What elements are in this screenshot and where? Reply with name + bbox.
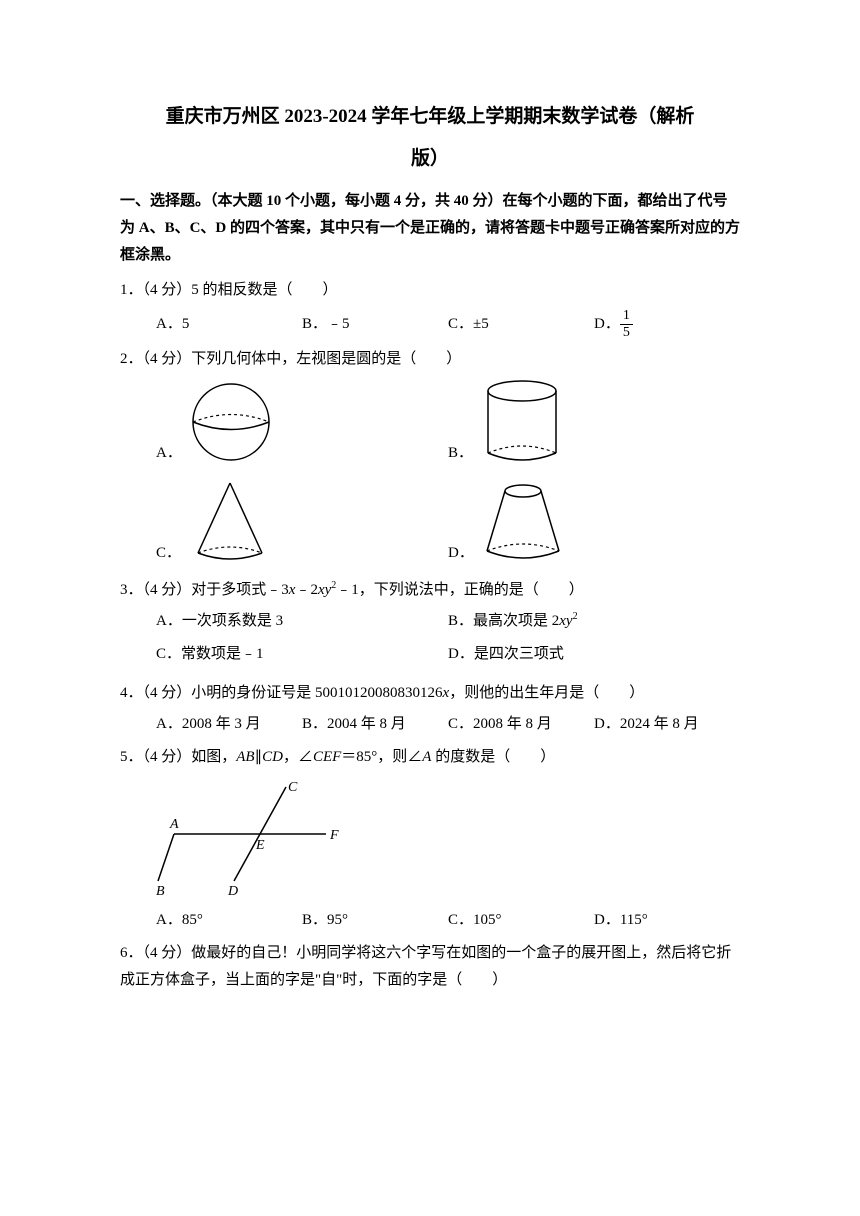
q2-text: 2．（4 分）下列几何体中，左视图是圆的是（ ） xyxy=(120,346,740,373)
q3-mid2: ﹣1，下列说法中，正确的是（ ） xyxy=(336,582,584,598)
q2-b-label: B． xyxy=(448,440,473,467)
q6-text: 6．（4 分）做最好的自己！小明同学将这六个字写在如图的一个盒子的展开图上，然后… xyxy=(120,940,740,994)
label-a: A xyxy=(169,817,179,832)
seg-ab: AB xyxy=(236,749,254,765)
question-2: 2．（4 分）下列几何体中，左视图是圆的是（ ） A． B． C． xyxy=(120,346,740,567)
q3-option-a: A．一次项系数是 3 xyxy=(156,608,448,635)
q2-options-row1: A． B． xyxy=(120,377,740,467)
label-e: E xyxy=(255,838,265,853)
question-6: 6．（4 分）做最好的自己！小明同学将这六个字写在如图的一个盒子的展开图上，然后… xyxy=(120,940,740,994)
q2-option-b: B． xyxy=(448,377,740,467)
exam-title-line1: 重庆市万州区 2023-2024 学年七年级上学期期末数学试卷（解析 xyxy=(120,100,740,134)
q1-option-a: A．5 xyxy=(156,308,302,340)
q3-text: 3．（4 分）对于多项式﹣3x﹣2xy2﹣1，下列说法中，正确的是（ ） xyxy=(120,577,740,604)
q2-options-row2: C． D． xyxy=(120,477,740,567)
q4-option-d: D．2024 年 8 月 xyxy=(594,711,740,738)
q5-val: ＝85°，则∠ xyxy=(341,749,422,765)
q4-text: 4．（4 分）小明的身份证号是 50010120080830126x，则他的出生… xyxy=(120,680,740,707)
q5-option-b: B．95° xyxy=(302,907,448,934)
label-d: D xyxy=(227,884,238,899)
q2-a-label: A． xyxy=(156,440,182,467)
fraction-icon: 1 5 xyxy=(620,308,633,340)
question-5: 5．（4 分）如图，AB∥CD，∠CEF＝85°，则∠A 的度数是（ ） A B… xyxy=(120,744,740,934)
q5-text: 5．（4 分）如图，AB∥CD，∠CEF＝85°，则∠A 的度数是（ ） xyxy=(120,744,740,771)
q3-option-d: D．是四次三项式 xyxy=(448,641,740,668)
q3-mid1: ﹣2 xyxy=(295,582,318,598)
seg-cd: CD xyxy=(262,749,283,765)
q1-text: 1．（4 分）5 的相反数是（ ） xyxy=(120,277,740,304)
q5-diagram: A B C D E F xyxy=(120,779,740,899)
q5-option-a: A．85° xyxy=(156,907,302,934)
var-xy: xy xyxy=(318,582,331,598)
q5-option-d: D．115° xyxy=(594,907,740,934)
frustum-icon xyxy=(478,477,568,567)
q5-option-c: C．105° xyxy=(448,907,594,934)
q2-d-label: D． xyxy=(448,540,474,567)
q2-option-c: C． xyxy=(156,477,448,567)
q3-prefix: 3．（4 分）对于多项式﹣3 xyxy=(120,582,289,598)
label-f: F xyxy=(329,828,339,843)
q3-b-prefix: B．最高次项是 2 xyxy=(448,613,559,629)
q4-option-a: A．2008 年 3 月 xyxy=(156,711,302,738)
question-4: 4．（4 分）小明的身份证号是 50010120080830126x，则他的出生… xyxy=(120,680,740,738)
angle-cef: CEF xyxy=(313,749,341,765)
question-1: 1．（4 分）5 的相反数是（ ） A．5 B．﹣5 C．±5 D． 1 5 xyxy=(120,277,740,340)
q4-options: A．2008 年 3 月 B．2004 年 8 月 C．2008 年 8 月 D… xyxy=(120,711,740,738)
fraction-denominator: 5 xyxy=(620,325,633,340)
section-description: 一、选择题。（本大题 10 个小题，每小题 4 分，共 40 分）在每个小题的下… xyxy=(120,188,740,269)
q1-options: A．5 B．﹣5 C．±5 D． 1 5 xyxy=(120,308,740,340)
q3-options: A．一次项系数是 3 B．最高次项是 2xy2 C．常数项是﹣1 D．是四次三项… xyxy=(120,608,740,674)
q5-mid: ，∠ xyxy=(283,749,313,765)
parallel-symbol: ∥ xyxy=(255,749,263,765)
q4-suffix: ，则他的出生年月是（ ） xyxy=(449,685,644,701)
label-c: C xyxy=(288,780,298,795)
exam-title-line2: 版） xyxy=(120,142,740,176)
q4-option-c: C．2008 年 8 月 xyxy=(448,711,594,738)
q2-c-label: C． xyxy=(156,540,181,567)
var-xy2: xy xyxy=(559,613,572,629)
q5-suffix: 的度数是（ ） xyxy=(431,749,555,765)
cone-icon xyxy=(185,477,275,567)
q1-option-b: B．﹣5 xyxy=(302,308,448,340)
q1-d-label: D． xyxy=(594,311,620,338)
question-3: 3．（4 分）对于多项式﹣3x﹣2xy2﹣1，下列说法中，正确的是（ ） A．一… xyxy=(120,577,740,674)
sphere-icon xyxy=(186,377,276,467)
q5-options: A．85° B．95° C．105° D．115° xyxy=(120,907,740,934)
q3-option-b: B．最高次项是 2xy2 xyxy=(448,608,740,635)
q4-prefix: 4．（4 分）小明的身份证号是 50010120080830126 xyxy=(120,685,443,701)
q3-option-c: C．常数项是﹣1 xyxy=(156,641,448,668)
q2-option-a: A． xyxy=(156,377,448,467)
exp-2b: 2 xyxy=(573,611,578,622)
q2-option-d: D． xyxy=(448,477,740,567)
label-b: B xyxy=(156,884,165,899)
cylinder-icon xyxy=(477,377,567,467)
fraction-numerator: 1 xyxy=(620,308,633,324)
geometry-diagram-icon: A B C D E F xyxy=(156,779,356,899)
q1-option-d: D． 1 5 xyxy=(594,308,740,340)
q4-option-b: B．2004 年 8 月 xyxy=(302,711,448,738)
q5-prefix: 5．（4 分）如图， xyxy=(120,749,236,765)
q1-option-c: C．±5 xyxy=(448,308,594,340)
